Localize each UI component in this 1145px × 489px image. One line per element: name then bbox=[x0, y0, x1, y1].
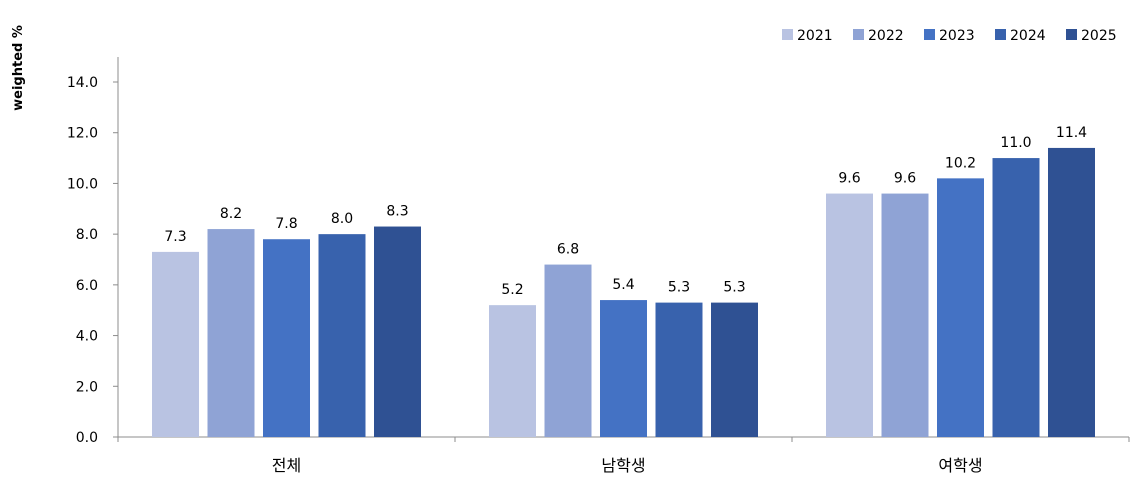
legend-label: 2023 bbox=[939, 28, 975, 44]
axes: 0.0 2.0 4.0 6.0 8.0 10.0 12.0 14.0 전체 남학생 여학생 bbox=[67, 57, 1130, 475]
data-label: 11.0 bbox=[1000, 135, 1031, 151]
bar bbox=[374, 226, 421, 437]
bar bbox=[263, 239, 310, 437]
data-label: 8.3 bbox=[386, 204, 408, 220]
bar bbox=[937, 178, 984, 437]
legend-swatch bbox=[1066, 29, 1077, 40]
y-tick-label: 8.0 bbox=[76, 227, 98, 243]
category-label: 여학생 bbox=[938, 456, 982, 475]
bar bbox=[711, 302, 758, 437]
legend-label: 2021 bbox=[797, 28, 833, 44]
bar bbox=[318, 234, 366, 437]
data-label: 7.3 bbox=[164, 229, 186, 245]
bar bbox=[992, 158, 1040, 438]
data-label: 8.0 bbox=[331, 211, 353, 227]
data-label: 5.3 bbox=[723, 280, 745, 296]
data-label: 5.3 bbox=[668, 280, 690, 296]
y-tick-label: 6.0 bbox=[76, 278, 98, 294]
category-label: 전체 bbox=[272, 456, 301, 475]
data-label: 7.8 bbox=[275, 216, 297, 232]
data-label: 5.4 bbox=[612, 277, 634, 293]
y-tick-label: 2.0 bbox=[76, 379, 98, 395]
legend-swatch bbox=[995, 29, 1006, 40]
bars: 7.3 8.2 7.8 8.0 8.3 5.2 6.8 5.4 5.3 5.3 9.6 9.6 10.2… bbox=[152, 125, 1095, 438]
bar bbox=[600, 300, 647, 437]
y-tick-label: 12.0 bbox=[67, 126, 98, 142]
y-tick-label: 10.0 bbox=[67, 176, 98, 192]
legend-label: 2024 bbox=[1010, 28, 1046, 44]
data-label: 5.2 bbox=[501, 282, 523, 298]
data-label: 11.4 bbox=[1056, 125, 1087, 141]
legend-label: 2022 bbox=[868, 28, 904, 44]
legend: 2021 2022 2023 2024 2025 bbox=[782, 28, 1117, 44]
y-tick-label: 0.0 bbox=[76, 430, 98, 446]
y-axis-label: weighted % bbox=[11, 25, 26, 111]
bar bbox=[207, 229, 255, 437]
bar bbox=[826, 193, 873, 437]
bar bbox=[655, 302, 703, 437]
bar bbox=[544, 264, 592, 437]
bar bbox=[881, 193, 929, 437]
legend-label: 2025 bbox=[1081, 28, 1117, 44]
bar bbox=[1048, 147, 1095, 437]
legend-swatch bbox=[782, 29, 793, 40]
data-label: 6.8 bbox=[557, 242, 579, 258]
category-label: 남학생 bbox=[601, 456, 645, 475]
legend-swatch bbox=[853, 29, 864, 40]
data-label: 8.2 bbox=[220, 206, 242, 222]
y-tick-label: 4.0 bbox=[76, 329, 98, 345]
bar bbox=[489, 305, 536, 437]
data-label: 9.6 bbox=[838, 171, 860, 187]
data-label: 9.6 bbox=[894, 171, 916, 187]
bar bbox=[152, 251, 199, 437]
legend-swatch bbox=[924, 29, 935, 40]
y-tick-label: 14.0 bbox=[67, 75, 98, 91]
data-label: 10.2 bbox=[945, 155, 976, 171]
